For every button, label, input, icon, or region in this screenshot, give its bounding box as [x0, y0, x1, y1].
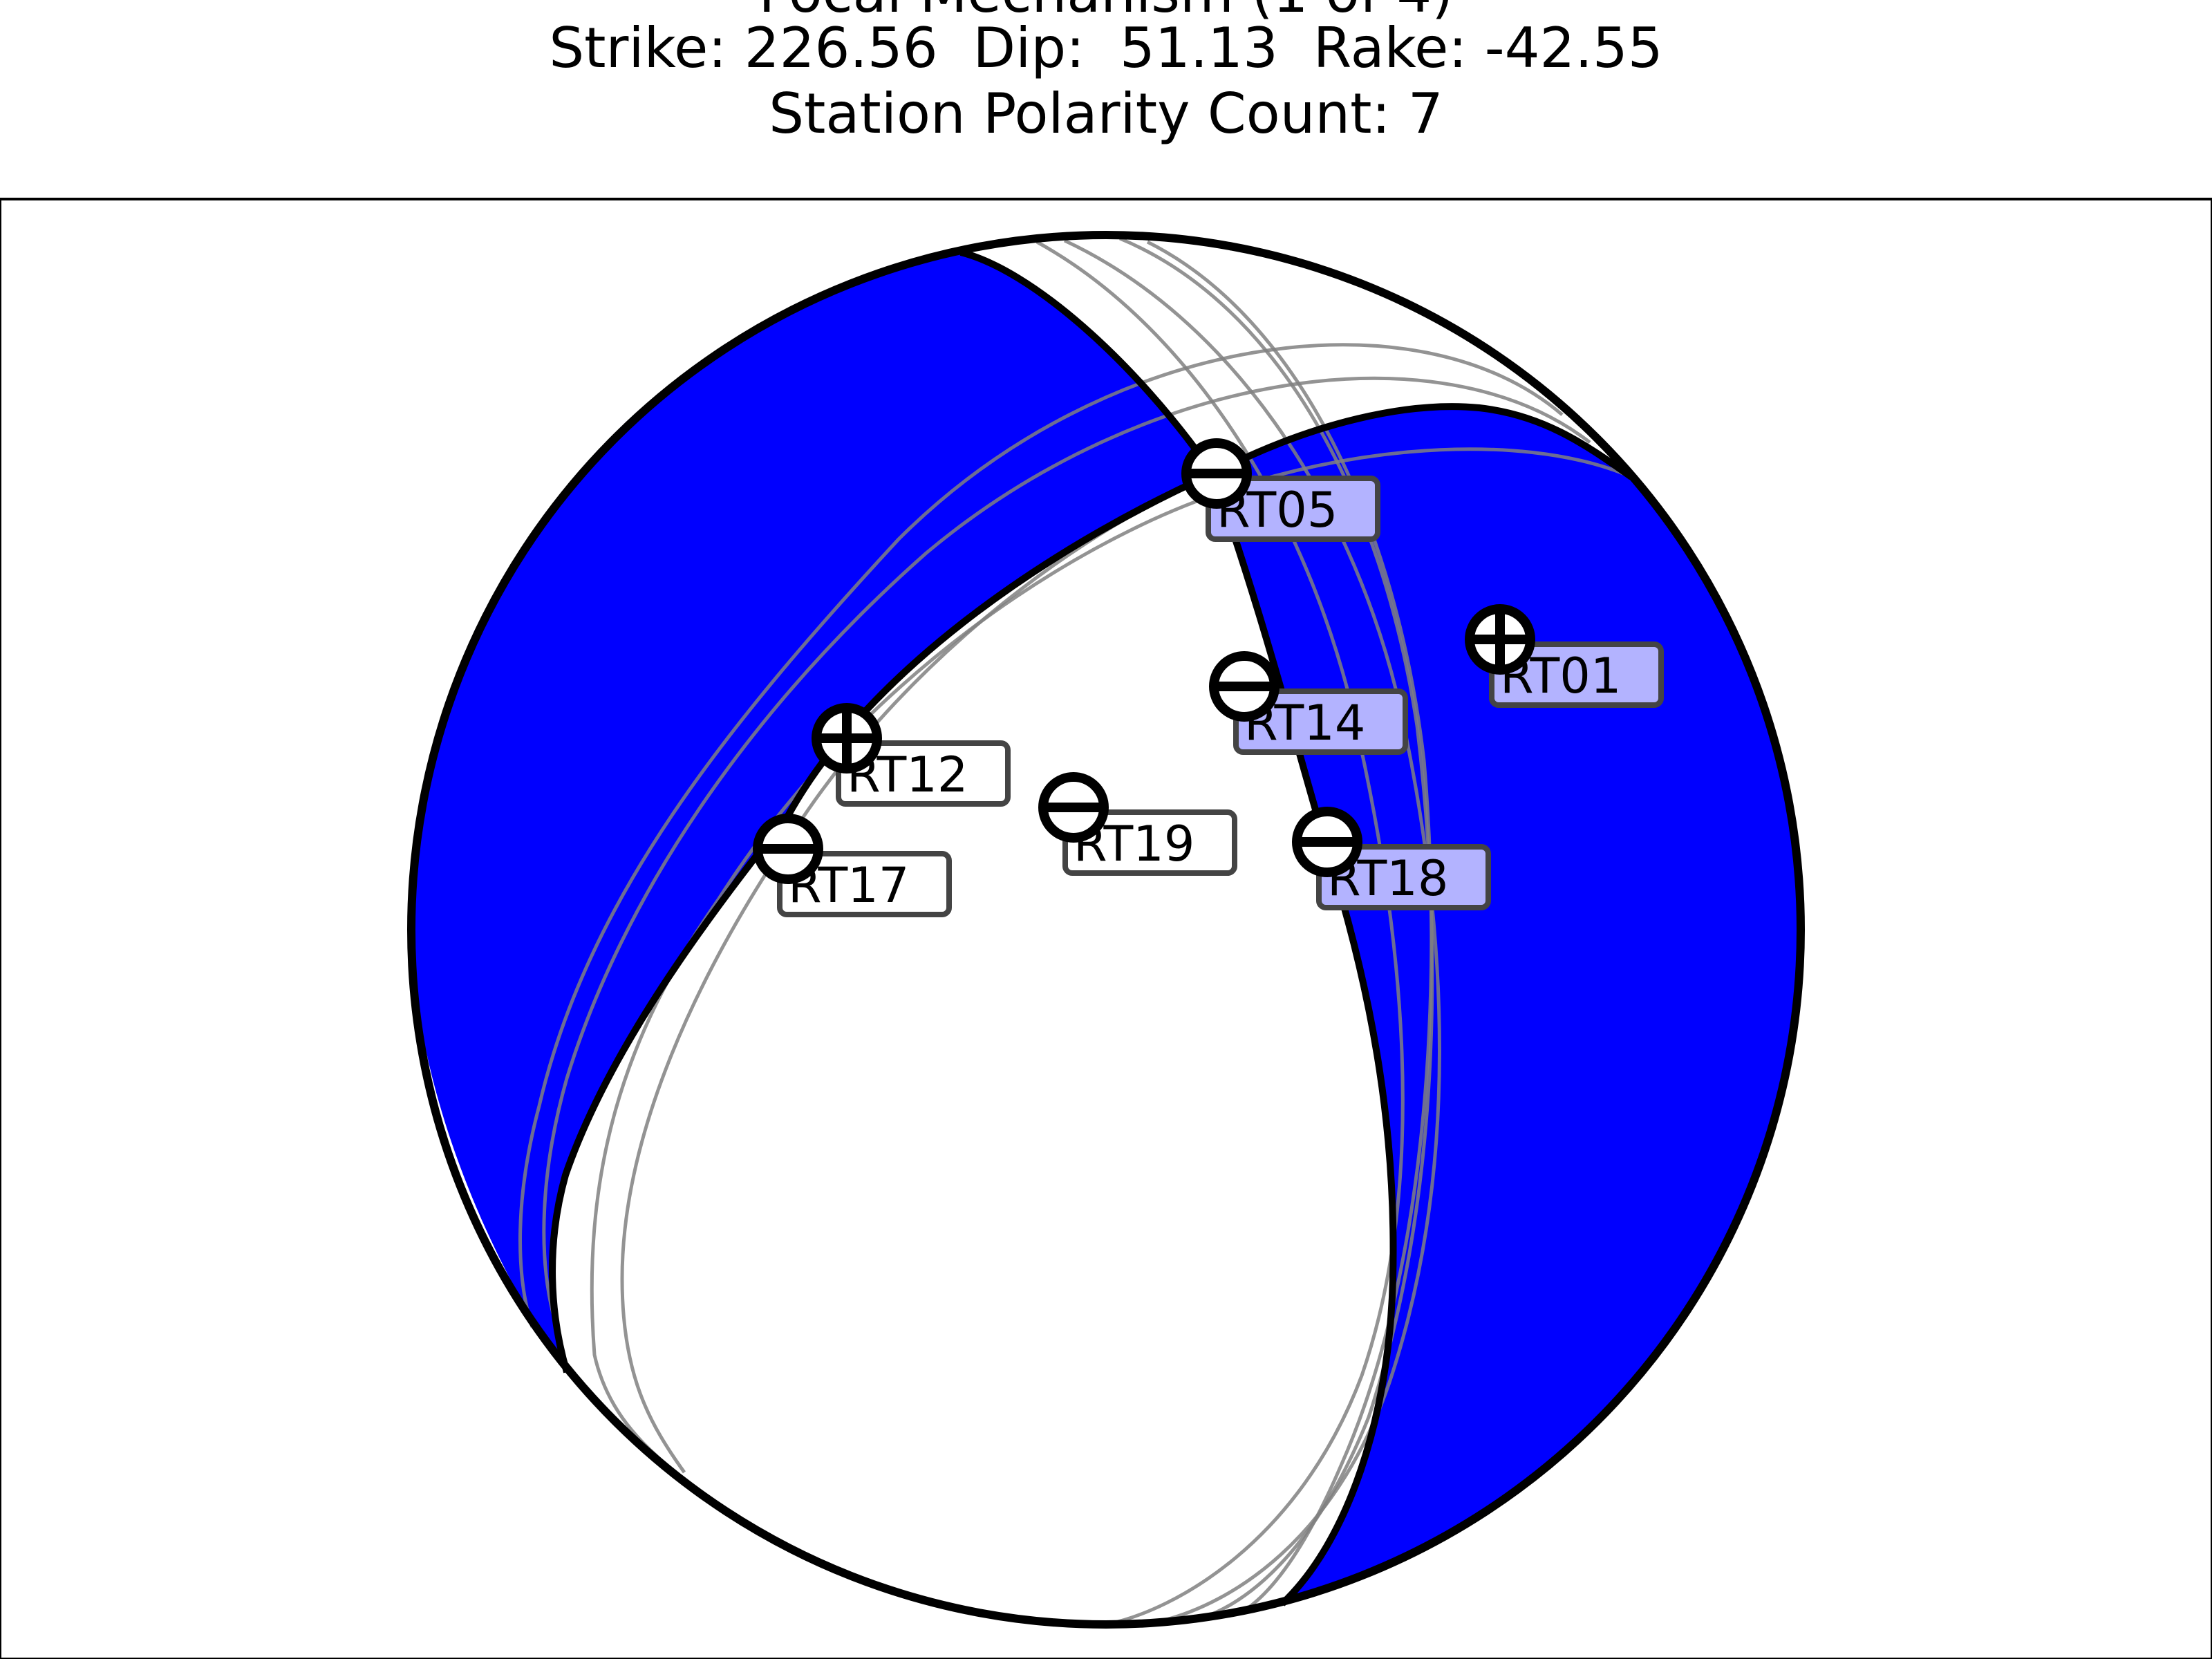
station-label-box: [1489, 641, 1664, 708]
beachball: [407, 231, 1805, 1629]
station-rt05: RT05: [1181, 438, 1380, 542]
title-block: Focal Mechanism (1 of 4) Strike: 226.56 …: [0, 0, 2212, 194]
alternate-plane: [590, 447, 1633, 1481]
mechanism-parameters: Strike: 226.56 Dip: 51.13 Rake: -42.55: [549, 16, 1663, 80]
plot-title: Focal Mechanism (1 of 4): [0, 0, 2212, 21]
station-rt17: RT17: [753, 814, 952, 917]
station-rt01: RT01: [1465, 604, 1664, 708]
alternate-plane: [620, 471, 1215, 1474]
alternate-plane: [1035, 240, 1405, 1627]
stations-layer: RT05 RT01 RT14 RT12 RT19 RT18 RT17: [753, 438, 1664, 917]
beachball-outline: [407, 231, 1805, 1629]
station-label-box: [836, 740, 1011, 807]
station-rt18: RT18: [1292, 807, 1491, 910]
station-label-box: [1206, 476, 1380, 542]
station-rt14: RT14: [1209, 651, 1408, 755]
alternate-plane: [1146, 240, 1434, 1613]
polarity-count: Station Polarity Count: 7: [769, 82, 1443, 146]
alternate-nodal-planes: [518, 236, 1633, 1627]
station-label-box: [1062, 809, 1237, 876]
station-label-box: [1233, 688, 1408, 755]
station-label-box: [1316, 844, 1491, 910]
nodal-plane-2: [549, 403, 1633, 1374]
alternate-plane: [542, 376, 1591, 1314]
compressional-quadrant-left: [411, 252, 1213, 1373]
station-rt12: RT12: [812, 703, 1011, 807]
station-rt19: RT19: [1038, 772, 1237, 876]
alternate-plane: [518, 343, 1564, 1328]
alternate-plane: [1063, 238, 1441, 1623]
station-label-box: [777, 851, 952, 917]
